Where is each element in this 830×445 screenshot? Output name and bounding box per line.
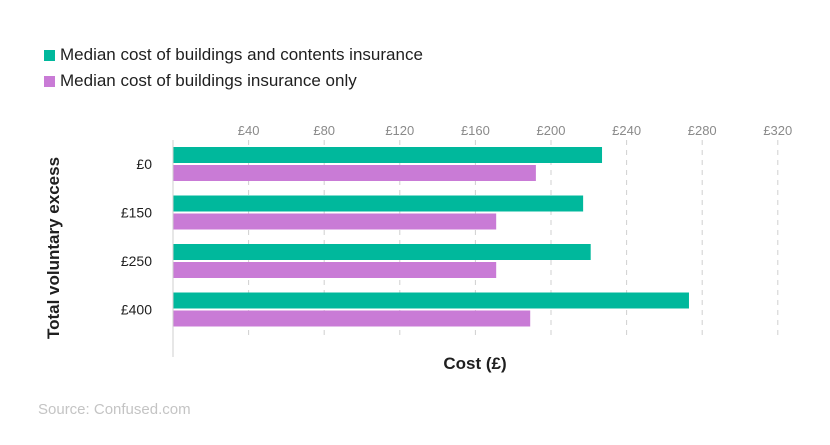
- x-tick-label: £320: [763, 123, 792, 138]
- category-label: £250: [121, 253, 152, 269]
- category-label: £0: [136, 156, 152, 172]
- x-tick-label: £200: [537, 123, 566, 138]
- x-tick-label: £120: [385, 123, 414, 138]
- bar-buildings: [173, 165, 536, 181]
- x-tick-label: £160: [461, 123, 490, 138]
- x-tick-label: £280: [688, 123, 717, 138]
- bar-contents: [173, 292, 689, 309]
- x-axis-label: Cost (£): [443, 354, 506, 373]
- legend-swatch-buildings: [44, 75, 55, 87]
- x-tick-label: £40: [238, 123, 260, 138]
- legend-item-buildings: Median cost of buildings insurance only: [44, 68, 423, 94]
- category-label: £150: [121, 205, 152, 221]
- y-category-labels: £0 £150 £250 £400: [121, 156, 152, 318]
- bar-contents: [173, 147, 603, 163]
- bar-contents: [173, 195, 584, 212]
- bar-contents: [173, 244, 591, 260]
- category-label: £400: [121, 302, 152, 318]
- bar-buildings: [173, 310, 531, 327]
- bar-buildings: [173, 213, 497, 230]
- x-tick-labels: £40 £80 £120 £160 £200 £240 £280 £320: [238, 123, 793, 138]
- bars: [173, 147, 689, 327]
- legend-label-buildings: Median cost of buildings insurance only: [60, 71, 357, 90]
- legend: Median cost of buildings and contents in…: [44, 42, 423, 94]
- legend-label-contents: Median cost of buildings and contents in…: [60, 45, 423, 64]
- bar-buildings: [173, 262, 497, 278]
- legend-swatch-contents: [44, 49, 55, 61]
- legend-item-contents: Median cost of buildings and contents in…: [44, 42, 423, 68]
- y-axis-label: Total voluntary excess: [44, 157, 63, 339]
- source-note: Source: Confused.com: [38, 401, 191, 418]
- x-tick-label: £80: [313, 123, 335, 138]
- x-tick-label: £240: [612, 123, 641, 138]
